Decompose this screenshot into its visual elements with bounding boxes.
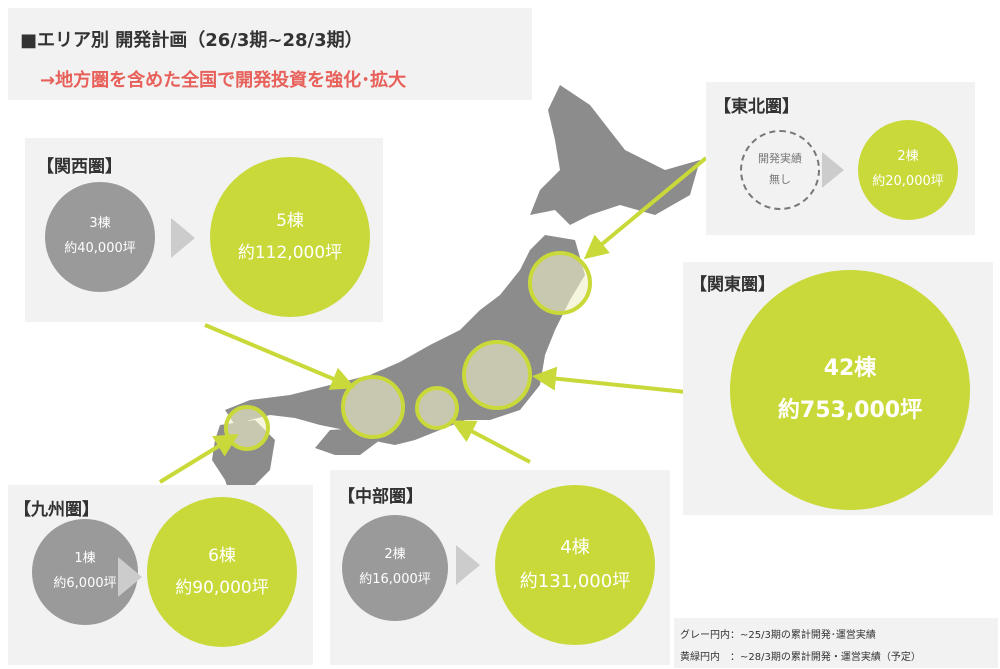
before-line: 約6,000坪 — [53, 576, 117, 591]
arrows — [158, 156, 708, 484]
kansai-box: 【関西圏】 3棟約40,000坪 5棟約112,000坪 — [25, 138, 383, 322]
after-line: 6棟 — [208, 545, 236, 566]
region-label: 【関東圏】 — [690, 275, 775, 295]
before-circle: 開発実績 無し — [740, 130, 820, 210]
legend-item: グレー円内：~25/3期の累計開発･運営実績 — [680, 630, 876, 641]
legend-item: 黄緑円内 ：~28/3期の累計開発・運営実績（予定） — [680, 652, 921, 663]
after-circle: 6棟約90,000坪 — [147, 497, 297, 647]
before-line: 約40,000坪 — [64, 241, 136, 256]
after-line: 約90,000坪 — [175, 578, 269, 598]
title-box: ■エリア別 開発計画（26/3期~28/3期） →地方圏を含めた全国で開発投資を… — [8, 8, 532, 100]
after-line: 42棟 — [823, 356, 877, 382]
before-line: 2棟 — [384, 547, 406, 563]
after-line: 約112,000坪 — [237, 243, 343, 263]
title: ■エリア別 開発計画（26/3期~28/3期） — [20, 30, 363, 51]
region-label: 【中部圏】 — [338, 487, 423, 507]
step-arrow — [822, 152, 844, 188]
step-arrow — [171, 218, 195, 258]
before-line: 約16,000坪 — [359, 572, 431, 587]
before-line: 3棟 — [89, 216, 111, 232]
before-line: 無し — [769, 173, 791, 186]
before-circle: 2棟約16,000坪 — [342, 515, 448, 621]
subtitle: →地方圏を含めた全国で開発投資を強化･拡大 — [40, 70, 407, 91]
after-line: 約753,000坪 — [777, 398, 923, 423]
highlight-circles — [224, 251, 592, 451]
kanto-box: 【関東圏】 42棟約753,000坪 — [683, 262, 993, 515]
tohoku-box: 【東北圏】 開発実績無し 2棟約20,000坪 — [706, 82, 975, 235]
before-circle: 3棟約40,000坪 — [45, 182, 155, 292]
region-label: 【九州圏】 — [14, 500, 99, 520]
after-line: 2棟 — [897, 149, 919, 165]
before-line: 1棟 — [74, 551, 96, 567]
before-circle: 1棟約6,000坪 — [32, 519, 138, 625]
region-label: 【東北圏】 — [714, 97, 799, 117]
chubu-box: 【中部圏】 2棟約16,000坪 4棟約131,000坪 — [330, 470, 670, 665]
region-label: 【関西圏】 — [37, 157, 122, 177]
after-line: 約131,000坪 — [519, 571, 631, 592]
after-circle: 5棟約112,000坪 — [210, 157, 370, 317]
legend-box: グレー円内：~25/3期の累計開発･運営実績 黄緑円内 ：~28/3期の累計開発… — [674, 618, 998, 668]
after-line: 4棟 — [560, 536, 590, 558]
after-circle: 2棟約20,000坪 — [858, 120, 958, 220]
step-arrow — [118, 557, 142, 597]
after-circle: 4棟約131,000坪 — [495, 485, 655, 645]
after-line: 5棟 — [276, 210, 304, 231]
before-line: 開発実績 — [758, 152, 802, 166]
step-arrow — [456, 545, 480, 585]
after-circle: 42棟約753,000坪 — [730, 270, 970, 510]
after-line: 約20,000坪 — [872, 174, 944, 189]
kyushu-box: 【九州圏】 1棟約6,000坪 6棟約90,000坪 — [8, 485, 313, 665]
